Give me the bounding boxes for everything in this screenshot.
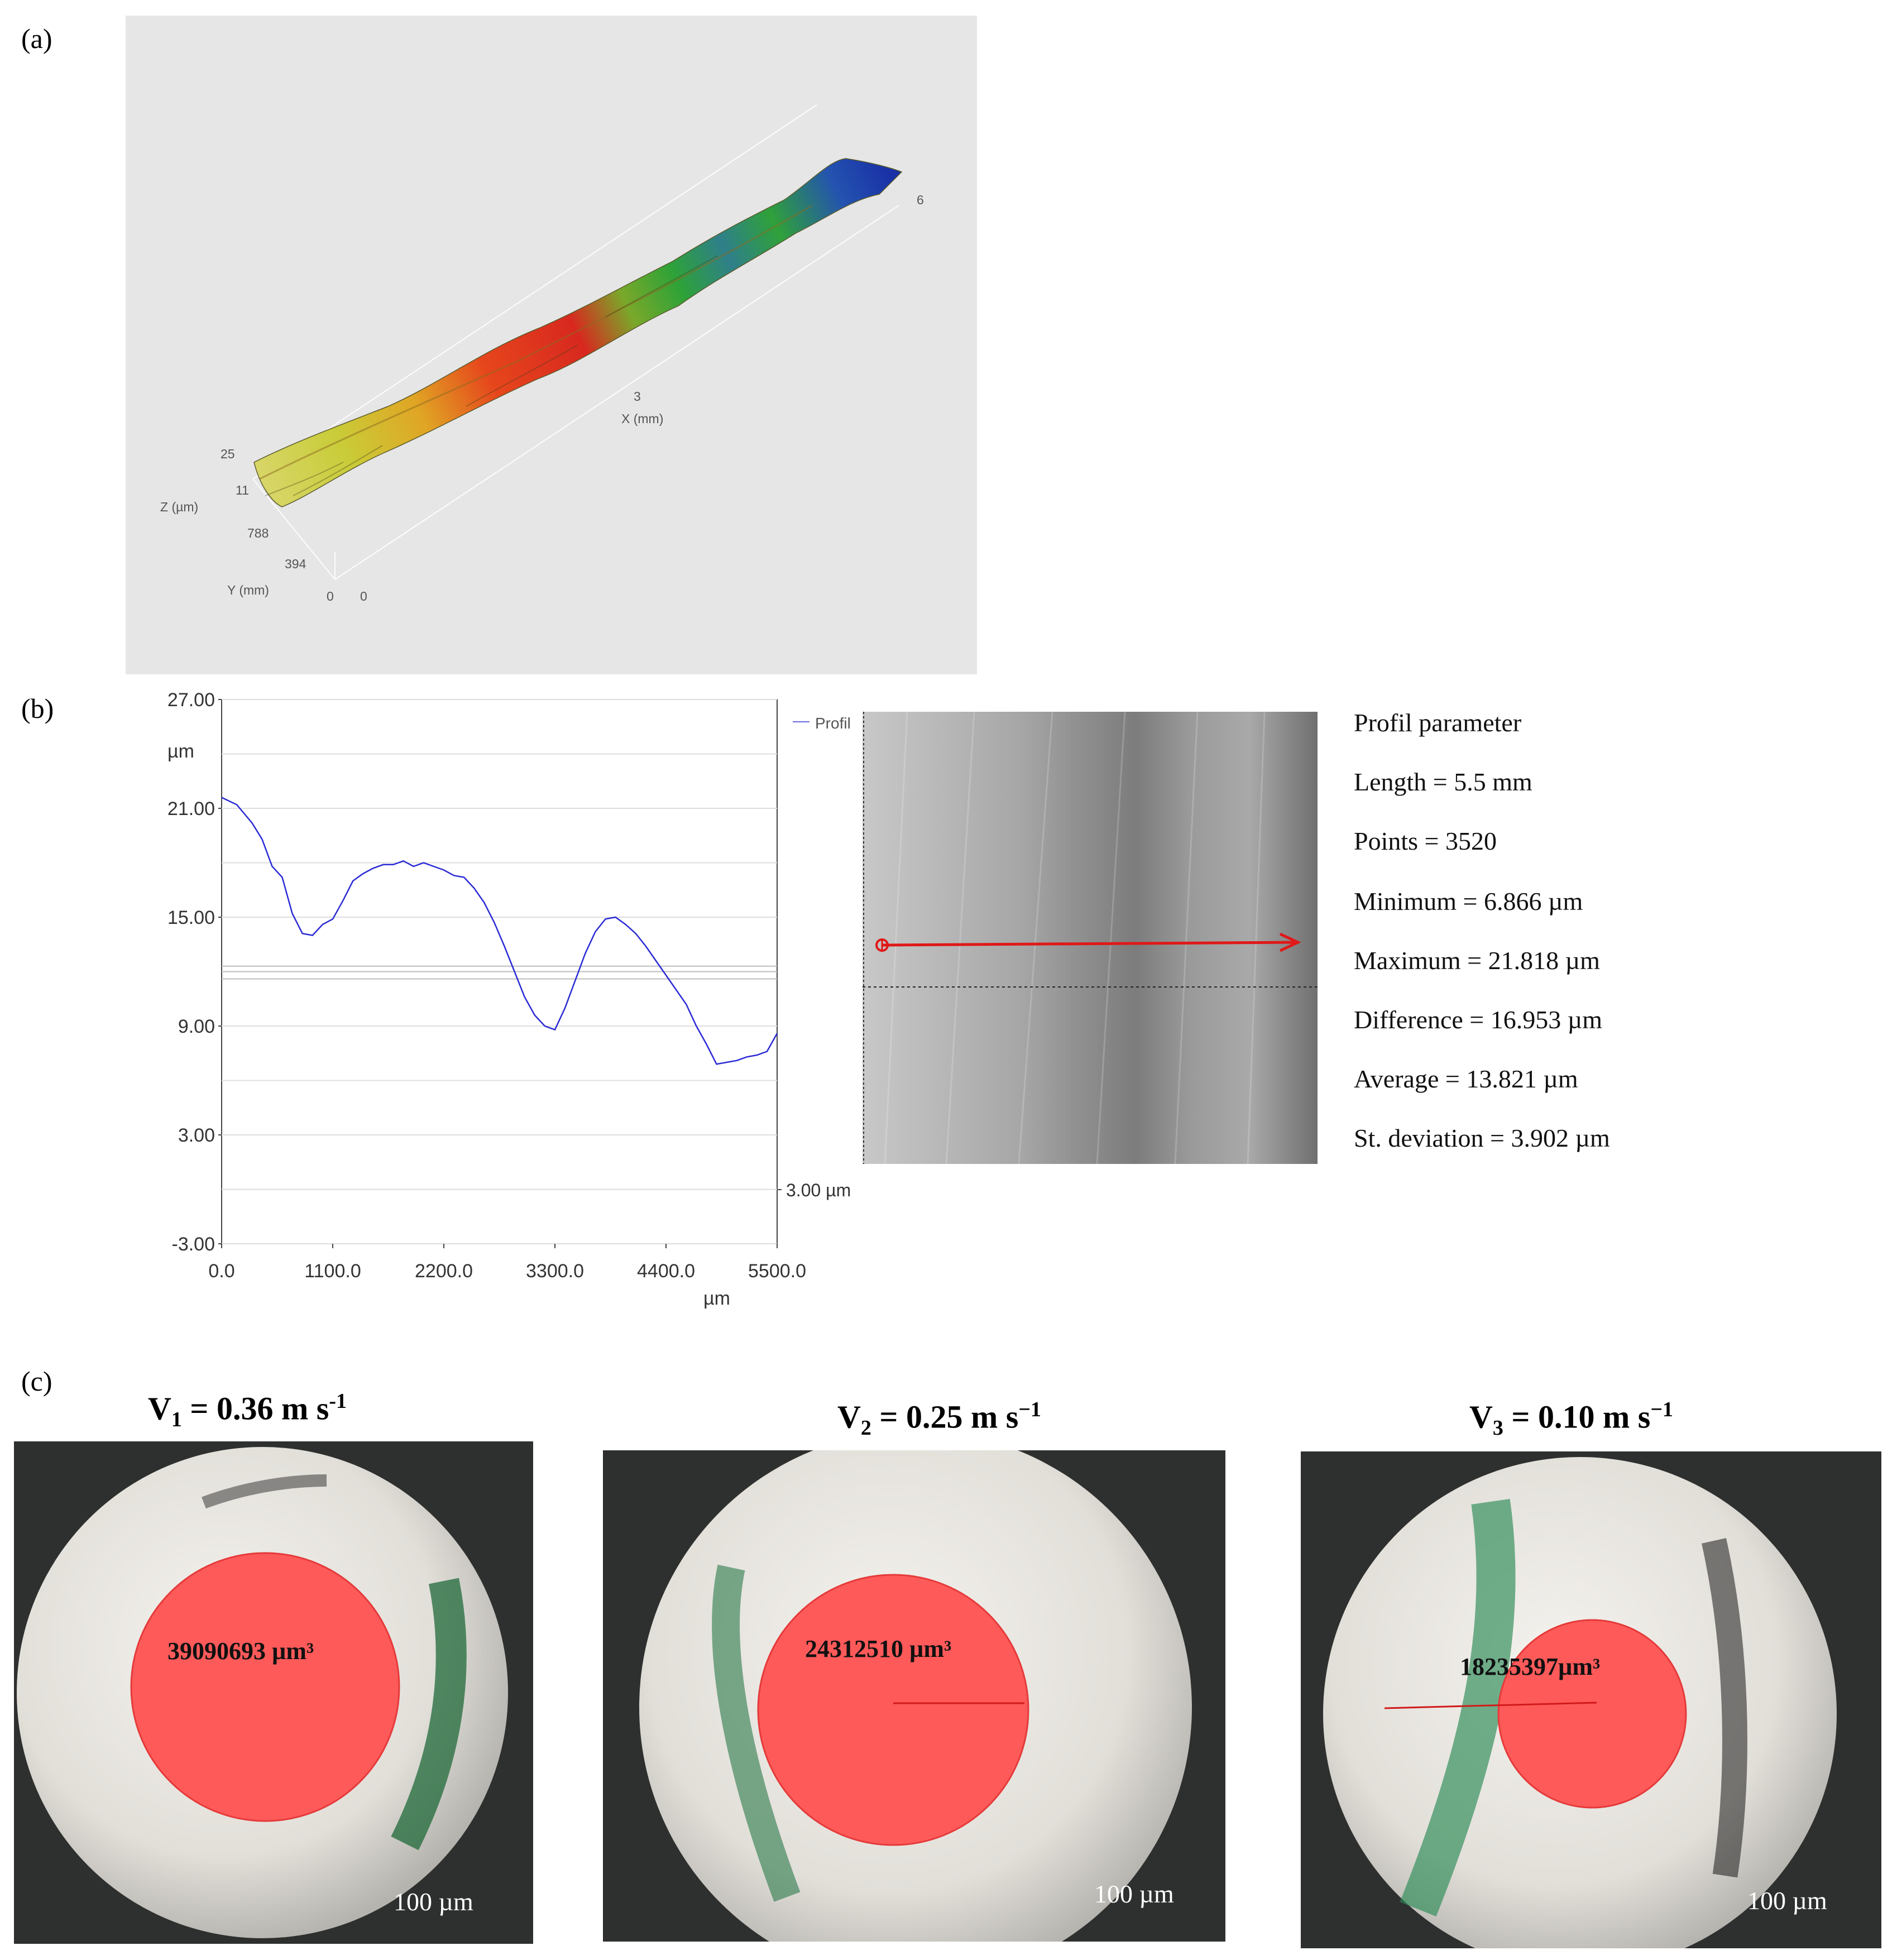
ball-3-radius-line xyxy=(1384,1702,1597,1709)
y-tick-label: 15.00 xyxy=(167,907,215,928)
ball-3-wear-track-dark xyxy=(1702,1538,1747,1878)
micrograph-streaks xyxy=(884,712,1266,1164)
y-tick-label: 9.00 xyxy=(178,1016,215,1037)
ball-1-scale: 100 µm xyxy=(394,1887,473,1916)
profile-measure-line xyxy=(882,941,1299,947)
origin-tick-a: 0 xyxy=(327,589,334,603)
param-length: Length = 5.5 mm xyxy=(1354,768,1532,796)
y-tick-label: 21.00 xyxy=(167,798,215,820)
ball-2-micrograph: 24312510 µm³ 100 µm xyxy=(603,1450,1225,1942)
param-title: Profil parameter xyxy=(1354,708,1522,737)
ball-3-wear-track-green xyxy=(1400,1499,1516,1916)
ball-3-wear-scar xyxy=(1497,1619,1687,1809)
y-unit-label: µm xyxy=(167,741,194,762)
micrograph-background xyxy=(863,712,1318,1164)
param-minimum: Minimum = 6.866 µm xyxy=(1354,887,1583,916)
ball-1-micrograph: 39090693 µm³ 100 µm xyxy=(14,1441,533,1944)
param-st-deviation: St. deviation = 3.902 µm xyxy=(1354,1124,1610,1152)
y-tick-788: 788 xyxy=(247,526,269,540)
legend-label: Profil xyxy=(815,715,851,732)
ball-2-scale: 100 µm xyxy=(1094,1880,1174,1908)
z-tick-11: 11 xyxy=(236,483,249,497)
ball-1-wear-scar xyxy=(130,1552,400,1822)
panel-a-3d-plot: 3 X (mm) 6 25 11 Z (µm) 788 394 Y (mm) 0… xyxy=(126,16,977,674)
param-average: Average = 13.821 µm xyxy=(1354,1065,1578,1093)
x-tick-label: 2200.0 xyxy=(415,1261,473,1282)
surface-ridge-lines xyxy=(259,204,813,480)
profile-line xyxy=(221,797,778,1065)
z-axis-label: Z (µm) xyxy=(160,500,198,514)
ball-2-volume: 24312510 µm³ xyxy=(805,1635,951,1662)
panel-label-b: (b) xyxy=(21,693,54,724)
ball-3-micrograph: 18235397µm³ 100 µm xyxy=(1301,1451,1881,1948)
param-points: Points = 3520 xyxy=(1354,827,1497,855)
profile-chart: 27.00 21.00 15.00 9.00 3.00 -3.00 0.0 1100.0 22… xyxy=(167,689,851,1309)
ball-1-volume: 39090693 µm³ xyxy=(167,1637,314,1665)
x-tick-label: 0.0 xyxy=(208,1261,234,1282)
panel-label-a: (a) xyxy=(21,23,52,54)
ball-3-title: V3 = 0.10 m s−1 xyxy=(1469,1398,1673,1440)
param-difference: Difference = 16.953 µm xyxy=(1354,1005,1603,1034)
y-tick-394: 394 xyxy=(285,557,306,571)
ball-2-wear-scar xyxy=(757,1574,1029,1846)
y-tick-label: 3.00 xyxy=(178,1125,215,1146)
ball-1-wear-track-dark xyxy=(202,1474,327,1509)
profile-micrograph xyxy=(863,712,1318,1164)
origin-tick-b: 0 xyxy=(360,589,367,603)
ball-1-wear-track-green xyxy=(391,1578,467,1851)
y-tick-label: 27.00 xyxy=(167,689,215,711)
x-tick-label: 3300.0 xyxy=(526,1261,584,1282)
ball-2-wear-track-green xyxy=(712,1564,801,1902)
ball-3-scale: 100 µm xyxy=(1747,1886,1827,1915)
side-marker-label: 3.00 µm xyxy=(786,1180,851,1200)
surface-texture xyxy=(265,255,718,496)
y-tick-label: -3.00 xyxy=(172,1234,215,1255)
x-tick-end: 6 xyxy=(917,193,924,207)
ball-1-title: V1 = 0.36 m s-1 xyxy=(148,1389,347,1431)
z-tick-25: 25 xyxy=(221,447,235,461)
param-maximum: Maximum = 21.818 µm xyxy=(1354,946,1600,975)
profile-arrow-head xyxy=(1279,932,1301,952)
x-tick-label: 4400.0 xyxy=(637,1261,695,1282)
x-axis-label: X (mm) xyxy=(621,411,663,426)
ball-2-title: V2 = 0.25 m s−1 xyxy=(837,1398,1041,1440)
x-tick-mid: 3 xyxy=(634,389,641,404)
panel-label-c: (c) xyxy=(21,1365,52,1397)
x-unit-label: µm xyxy=(703,1288,730,1309)
bounding-box xyxy=(252,104,899,580)
x-tick-label: 1100.0 xyxy=(304,1261,361,1282)
x-tick-label: 5500.0 xyxy=(748,1261,806,1282)
y-axis-label: Y (mm) xyxy=(227,583,269,597)
ball-3-volume: 18235397µm³ xyxy=(1460,1653,1600,1680)
